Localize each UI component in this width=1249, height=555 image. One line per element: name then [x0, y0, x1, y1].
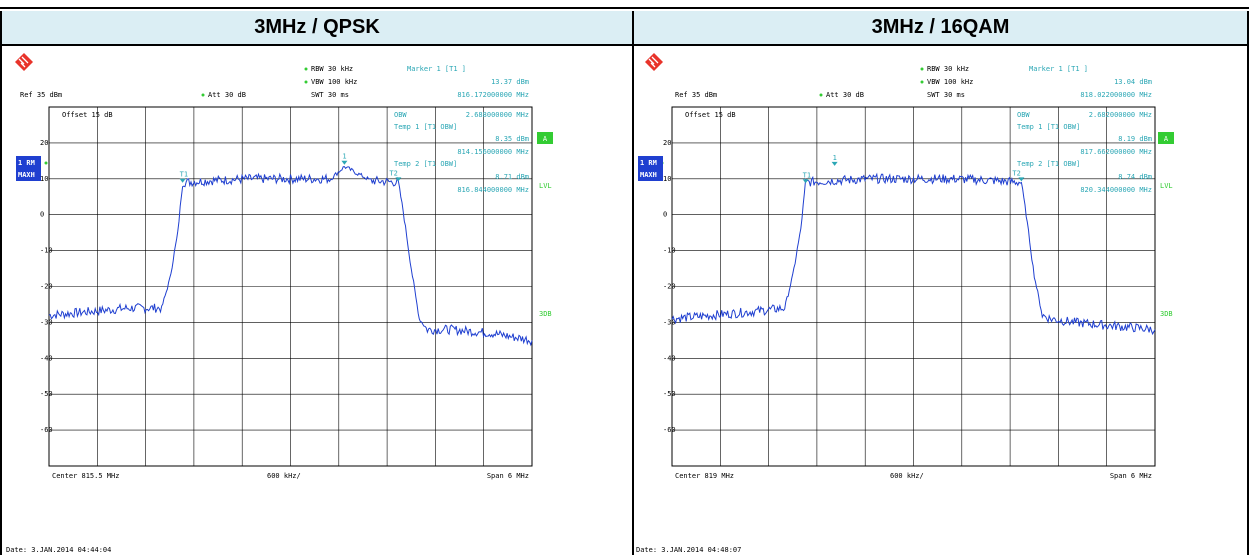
rbw-label: RBW 30 kHz: [311, 65, 353, 73]
plot-area: 20 10 0 -10 -20 -30 -40 -50 -60 Offset 15 dB OBW…: [40, 106, 533, 467]
temp2-label: Temp 2 [T1 OBW]: [394, 160, 457, 168]
obw-value: 2.688000000 MHz: [466, 111, 529, 119]
ref-label: Ref 35 dBm: [675, 91, 717, 99]
date-label: Date: 3.JAN.2014 04:48:07: [636, 546, 741, 554]
marker-1-icon: [831, 161, 838, 166]
y-tick-label: -20: [40, 283, 53, 291]
y-tick-label: -10: [663, 247, 676, 255]
ref-label: Ref 35 dBm: [20, 91, 62, 99]
offset-label: Offset 15 dB: [62, 111, 113, 119]
rbw-label: RBW 30 kHz: [927, 65, 969, 73]
panel-title: 3MHz / 16QAM: [634, 11, 1247, 46]
y-tick-label: -10: [40, 247, 53, 255]
vbw-label: VBW 100 kHz: [927, 78, 973, 86]
3db-label: 3DB: [1160, 310, 1173, 318]
temp1-label: Temp 1 [T1 OBW]: [1017, 123, 1080, 131]
plot-area: 20 10 0 -10 -20 -30 -40 -50 -60 Offset 15 dB OBW…: [663, 106, 1156, 467]
marker-t2-label: T2: [1012, 169, 1020, 177]
a-badge-label: A: [1164, 135, 1169, 143]
panel-16qam: 3MHz / 16QAM RBW 30 kHz VBW 100 kHz SWT …: [632, 11, 1249, 555]
marker-freq: 818.022000000 MHz: [1080, 91, 1152, 99]
a-badge: [537, 132, 553, 144]
marker-t2-icon: [395, 177, 402, 182]
panel-title: 3MHz / QPSK: [2, 11, 632, 46]
att-label: Att 30 dB: [208, 91, 246, 99]
y-tick-label: -30: [40, 318, 53, 326]
temp2-freq: 820.344000000 MHz: [1080, 186, 1152, 194]
temp1-freq: 817.662000000 MHz: [1080, 148, 1152, 156]
spectrum-plot: RBW 30 kHz VBW 100 kHz SWT 30 ms Ref 35 …: [6, 53, 553, 554]
marker-1-icon: [341, 160, 348, 165]
center-label: Center 815.5 MHz: [52, 472, 119, 480]
obw-value: 2.682000000 MHz: [1089, 111, 1152, 119]
y-tick-label: 20: [40, 139, 48, 147]
y-tick-label: 0: [663, 211, 667, 219]
a-badge-label: A: [543, 135, 548, 143]
spectrum-plot: RBW 30 kHz VBW 100 kHz SWT 30 ms Ref 35 …: [636, 53, 1174, 554]
spectrum-trace: [671, 172, 1156, 336]
div-label: 600 kHz/: [267, 472, 301, 480]
temp1-freq: 814.156000000 MHz: [457, 148, 529, 156]
swt-label: SWT 30 ms: [311, 91, 349, 99]
obw-label: OBW: [1017, 111, 1030, 119]
obw-label: OBW: [394, 111, 407, 119]
a-badge: [1158, 132, 1174, 144]
rs-logo-icon: [645, 53, 663, 71]
marker-1-label: 1: [342, 153, 346, 161]
marker-title: Marker 1 [T1 ]: [1029, 65, 1088, 73]
panel-qpsk: 3MHz / QPSK RBW 30 kHz VBW 100 kHz SWT 3…: [0, 11, 634, 555]
marker-t1-label: T1: [803, 171, 811, 179]
marker-level: 13.37 dBm: [491, 78, 529, 86]
temp2-level: 8.74 dBm: [1118, 173, 1152, 181]
rs-logo-icon: [15, 53, 33, 71]
y-tick-label: -40: [40, 354, 53, 362]
temp1-level: 8.35 dBm: [495, 135, 529, 143]
marker-level: 13.04 dBm: [1114, 78, 1152, 86]
trace-maxh-label: MAXH: [18, 171, 35, 179]
marker-title: Marker 1 [T1 ]: [407, 65, 466, 73]
marker-t2-label: T2: [389, 169, 397, 177]
span-label: Span 6 MHz: [1110, 472, 1152, 480]
swt-label: SWT 30 ms: [927, 91, 965, 99]
y-tick-label: -60: [40, 426, 53, 434]
trace-badge: [638, 156, 663, 181]
temp2-label: Temp 2 [T1 OBW]: [1017, 160, 1080, 168]
y-tick-label: -50: [663, 390, 676, 398]
marker-1-label: 1: [833, 154, 837, 162]
marker-t2-icon: [1018, 177, 1025, 182]
span-label: Span 6 MHz: [487, 472, 529, 480]
temp2-level: 8.71 dBm: [495, 173, 529, 181]
marker-freq: 816.172000000 MHz: [457, 91, 529, 99]
temp2-freq: 816.844000000 MHz: [457, 186, 529, 194]
y-tick-label: 10: [40, 175, 48, 183]
y-tick-label: -40: [663, 354, 676, 362]
y-tick-label: -50: [40, 390, 53, 398]
y-tick-label: -30: [663, 318, 676, 326]
offset-label: Offset 15 dB: [685, 111, 736, 119]
temp1-level: 8.19 dBm: [1118, 135, 1152, 143]
trace-rm-label: 1 RM: [18, 159, 35, 167]
y-tick-label: 0: [40, 211, 44, 219]
marker-t1-label: T1: [180, 171, 188, 179]
att-label: Att 30 dB: [826, 91, 864, 99]
center-label: Center 819 MHz: [675, 472, 734, 480]
y-tick-label: 10: [663, 175, 671, 183]
marker-t1-icon: [179, 178, 186, 183]
temp1-label: Temp 1 [T1 OBW]: [394, 123, 457, 131]
trace-badge: [16, 156, 41, 181]
spectrum-trace: [48, 166, 533, 347]
vbw-label: VBW 100 kHz: [311, 78, 357, 86]
y-tick-label: -60: [663, 426, 676, 434]
y-tick-label: -20: [663, 283, 676, 291]
div-label: 600 kHz/: [890, 472, 924, 480]
lvl-label: LVL: [539, 182, 552, 190]
3db-label: 3DB: [539, 310, 552, 318]
top-border: [0, 0, 1249, 9]
marker-t1-icon: [802, 179, 809, 184]
trace-rm-label: 1 RM: [640, 159, 657, 167]
trace-maxh-label: MAXH: [640, 171, 657, 179]
date-label: Date: 3.JAN.2014 04:44:04: [6, 546, 111, 554]
y-tick-label: 20: [663, 139, 671, 147]
lvl-label: LVL: [1160, 182, 1173, 190]
